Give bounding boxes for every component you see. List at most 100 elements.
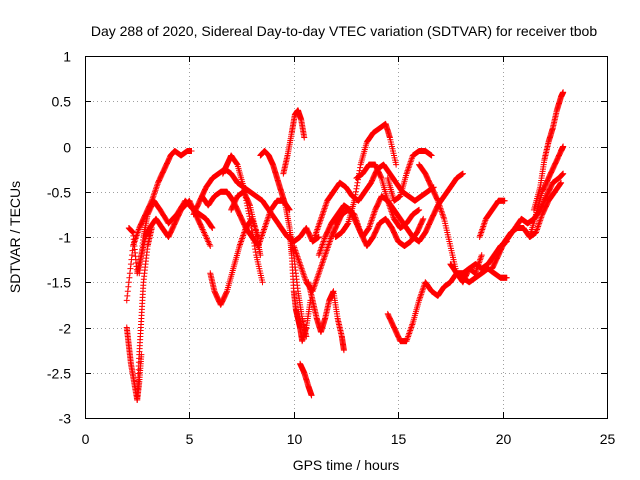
data-point bbox=[125, 283, 132, 290]
data-point bbox=[261, 226, 268, 233]
data-point bbox=[353, 182, 360, 189]
data-point bbox=[257, 252, 264, 259]
data-point bbox=[150, 193, 157, 200]
data-point bbox=[312, 280, 319, 287]
data-point bbox=[125, 279, 132, 286]
data-point bbox=[244, 205, 251, 212]
data-point bbox=[294, 255, 301, 262]
data-point bbox=[420, 215, 427, 222]
data-point bbox=[318, 243, 325, 250]
data-point bbox=[321, 206, 328, 213]
series-track-29 bbox=[530, 89, 567, 213]
data-point bbox=[223, 289, 230, 296]
data-point bbox=[237, 241, 244, 248]
data-point bbox=[237, 240, 244, 247]
x-tick-label: 10 bbox=[287, 431, 303, 447]
data-point bbox=[299, 268, 306, 275]
data-point bbox=[377, 174, 384, 181]
data-point bbox=[322, 250, 329, 257]
data-point bbox=[324, 244, 331, 251]
data-point bbox=[351, 197, 358, 204]
data-point bbox=[326, 238, 333, 245]
data-point bbox=[314, 224, 321, 231]
data-point bbox=[264, 215, 271, 222]
series-track-11 bbox=[257, 148, 310, 340]
data-point bbox=[419, 288, 426, 295]
data-point bbox=[320, 208, 327, 215]
series-track-26 bbox=[476, 197, 508, 240]
axis-ticks: 0 5 10 15 20 25 -3 -2.5 -2 -1.5 -1 -0.5 0 0.5 1 bbox=[47, 49, 616, 448]
data-point bbox=[320, 256, 327, 263]
data-point bbox=[313, 277, 320, 284]
data-point bbox=[315, 270, 322, 277]
data-point bbox=[368, 218, 375, 225]
series-track-10 bbox=[228, 188, 264, 259]
data-point bbox=[327, 237, 334, 244]
y-tick-label: -2.5 bbox=[47, 366, 71, 382]
data-point bbox=[419, 217, 426, 224]
data-point bbox=[319, 211, 326, 218]
data-point bbox=[406, 329, 413, 336]
data-point bbox=[416, 295, 423, 302]
data-point bbox=[418, 291, 425, 298]
data-point bbox=[246, 201, 253, 208]
data-point bbox=[295, 256, 302, 263]
data-point bbox=[478, 229, 485, 236]
data-point bbox=[370, 212, 377, 219]
data-point bbox=[406, 330, 413, 337]
y-tick-label: -2 bbox=[59, 321, 72, 337]
data-point bbox=[557, 180, 564, 187]
data-point bbox=[251, 240, 258, 247]
data-point bbox=[314, 274, 321, 281]
data-point bbox=[417, 294, 424, 301]
data-point bbox=[207, 243, 214, 250]
x-tick-label: 20 bbox=[496, 431, 512, 447]
data-point bbox=[320, 258, 327, 265]
data-point bbox=[404, 169, 411, 176]
data-point bbox=[188, 148, 195, 155]
data-point bbox=[321, 255, 328, 262]
series-track-28 bbox=[499, 170, 567, 250]
data-point bbox=[316, 268, 323, 275]
data-point bbox=[262, 221, 269, 228]
data-point bbox=[438, 208, 445, 215]
data-point bbox=[128, 252, 135, 259]
data-point bbox=[353, 185, 360, 192]
data-point bbox=[245, 207, 252, 214]
data-point bbox=[263, 220, 270, 227]
data-point bbox=[298, 265, 305, 272]
x-tick-label: 25 bbox=[600, 431, 616, 447]
series-track-19 bbox=[332, 120, 400, 240]
data-point bbox=[126, 274, 133, 281]
data-point bbox=[316, 267, 323, 274]
data-point bbox=[356, 167, 363, 174]
data-point bbox=[369, 215, 376, 222]
data-point bbox=[405, 164, 412, 171]
data-point bbox=[393, 161, 400, 168]
data-point bbox=[198, 223, 205, 230]
data-point bbox=[301, 134, 308, 141]
data-point bbox=[123, 297, 130, 304]
data-point bbox=[439, 209, 446, 216]
data-point bbox=[208, 224, 215, 231]
data-point bbox=[354, 179, 361, 186]
data-point bbox=[478, 253, 485, 260]
data-point bbox=[340, 347, 347, 354]
series-track-20 bbox=[332, 206, 427, 250]
series-track-30 bbox=[526, 143, 567, 240]
data-point bbox=[476, 234, 483, 240]
data-point bbox=[323, 247, 330, 254]
y-tick-label: -3 bbox=[59, 411, 72, 427]
data-point bbox=[368, 217, 375, 224]
data-point bbox=[478, 227, 485, 234]
x-axis-label: GPS time / hours bbox=[293, 457, 400, 473]
data-point bbox=[263, 218, 270, 225]
data-point bbox=[325, 241, 332, 248]
y-tick-label: 1 bbox=[63, 49, 71, 65]
data-point bbox=[154, 182, 161, 189]
data-point bbox=[260, 229, 267, 236]
data-point bbox=[326, 240, 333, 247]
data-point bbox=[501, 197, 508, 204]
data-point bbox=[262, 223, 269, 230]
data-point bbox=[407, 160, 414, 167]
